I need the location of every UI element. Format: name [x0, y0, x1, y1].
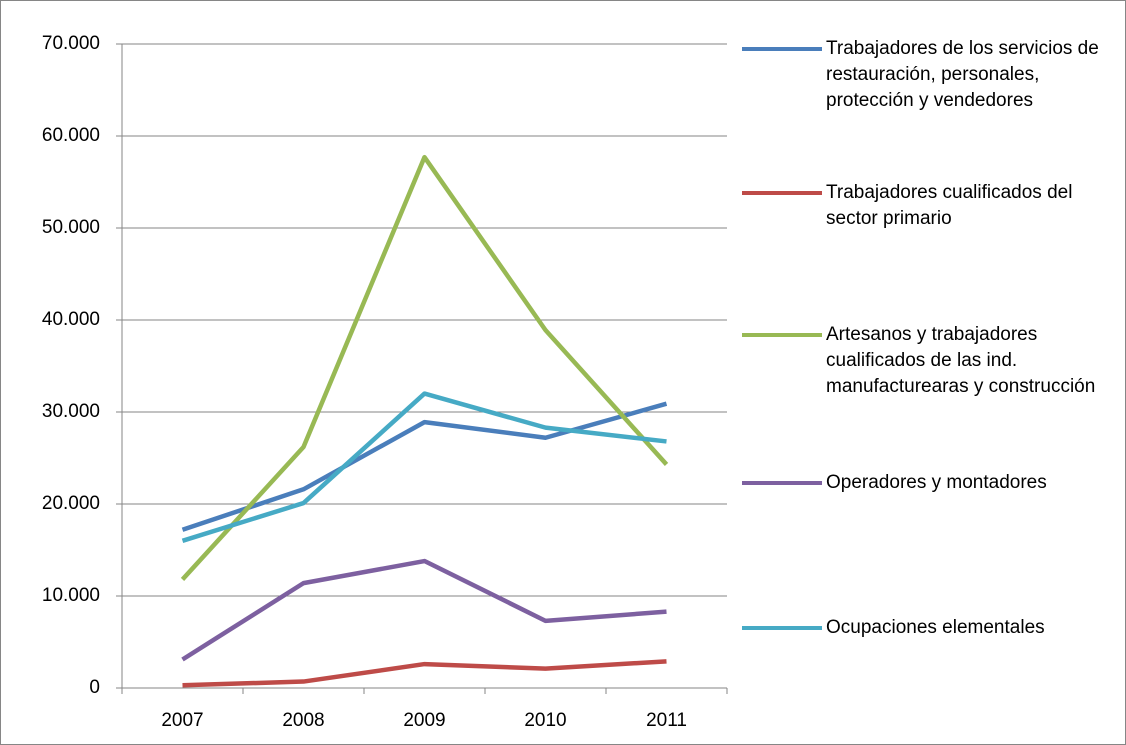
y-tick-label: 70.000	[42, 33, 100, 54]
legend-swatch	[742, 47, 822, 51]
y-tick-label: 20.000	[42, 493, 100, 514]
legend-swatch	[742, 333, 822, 337]
legend-item: Operadores y montadores	[742, 470, 1122, 496]
legend-swatch	[742, 626, 822, 630]
x-tick-label: 2010	[524, 710, 566, 731]
series-line	[181, 558, 667, 662]
y-tick-label: 10.000	[42, 585, 100, 606]
legend-label: Operadores y montadores	[826, 472, 1047, 493]
y-tick-label: 60.000	[42, 125, 100, 146]
legend-swatch	[742, 481, 822, 485]
legend-swatch	[742, 191, 822, 195]
x-tick-label: 2009	[403, 710, 445, 731]
series-line	[181, 391, 667, 543]
legend-label: Trabajadores cualificados del sector pri…	[826, 182, 1073, 229]
y-tick-label: 50.000	[42, 217, 100, 238]
y-tick-label: 40.000	[42, 309, 100, 330]
legend-label: Artesanos y trabajadores cualificados de…	[826, 324, 1096, 397]
x-tick-label: 2007	[161, 710, 203, 731]
legend-item: Trabajadores de los servicios de restaur…	[742, 36, 1122, 114]
series-line	[182, 659, 667, 688]
y-tick-label: 0	[89, 677, 100, 698]
legend-label: Ocupaciones elementales	[826, 617, 1045, 638]
legend-item: Artesanos y trabajadores cualificados de…	[742, 322, 1122, 400]
legend-item: Ocupaciones elementales	[742, 615, 1122, 641]
y-tick-label: 30.000	[42, 401, 100, 422]
x-tick-label: 2011	[646, 710, 687, 731]
series-line	[181, 401, 668, 532]
x-tick-label: 2008	[282, 710, 324, 731]
legend-item: Trabajadores cualificados del sector pri…	[742, 180, 1122, 232]
series-line	[180, 154, 669, 581]
legend-label: Trabajadores de los servicios de restaur…	[826, 38, 1099, 111]
